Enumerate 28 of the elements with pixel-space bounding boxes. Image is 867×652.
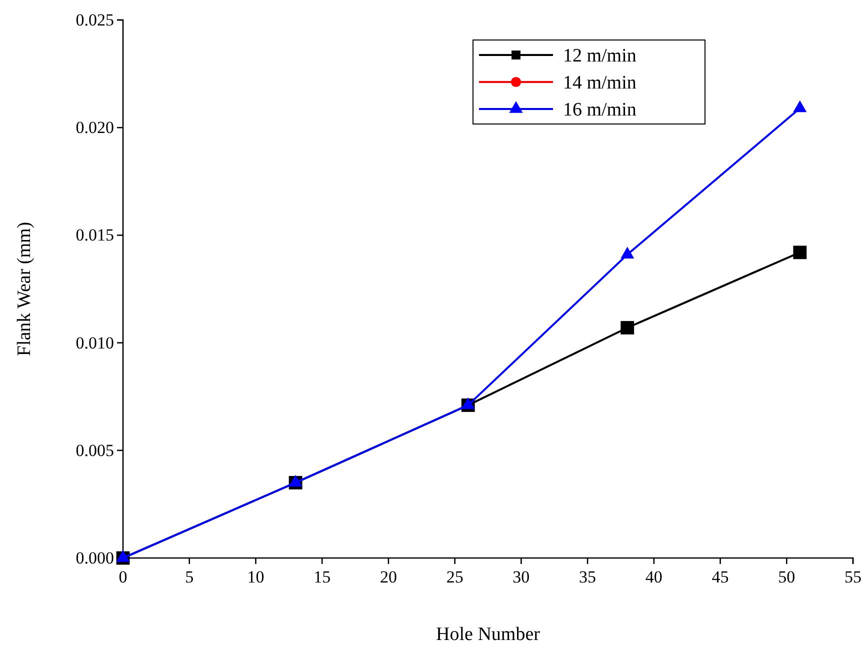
legend-label: 16 m/min bbox=[563, 100, 637, 121]
x-tick-label: 30 bbox=[512, 567, 530, 586]
y-tick-label: 0.025 bbox=[76, 10, 114, 30]
x-tick-label: 10 bbox=[247, 567, 264, 586]
y-tick-label: 0.015 bbox=[76, 226, 114, 245]
point bbox=[793, 246, 807, 260]
legend-label: 14 m/min bbox=[563, 72, 637, 94]
x-tick-label: 5 bbox=[185, 567, 194, 586]
x-tick-label: 45 bbox=[712, 567, 729, 586]
x-tick-label: 0 bbox=[118, 567, 128, 586]
y-tick-label: 0.000 bbox=[76, 548, 114, 568]
x-tick-label: 20 bbox=[380, 567, 397, 586]
x-axis-title: Hole Number bbox=[436, 624, 541, 645]
y-axis-title: Flank Wear (mm) bbox=[14, 222, 35, 356]
y-tick-label: 0.020 bbox=[76, 118, 114, 138]
x-tick-label: 40 bbox=[645, 567, 662, 586]
x-tick-label: 55 bbox=[844, 567, 862, 586]
point bbox=[620, 321, 634, 334]
y-tick-label: 0.010 bbox=[76, 333, 114, 352]
y-tick-label: 0.005 bbox=[76, 440, 114, 460]
point bbox=[793, 100, 807, 112]
point bbox=[461, 397, 475, 410]
legend-label: 12 m/min bbox=[563, 46, 637, 67]
x-tick-label: 15 bbox=[314, 567, 331, 586]
point bbox=[620, 246, 634, 258]
x-tick-label: 35 bbox=[579, 567, 596, 586]
x-tick-label: 25 bbox=[446, 567, 464, 586]
x-tick-label: 50 bbox=[778, 567, 796, 586]
